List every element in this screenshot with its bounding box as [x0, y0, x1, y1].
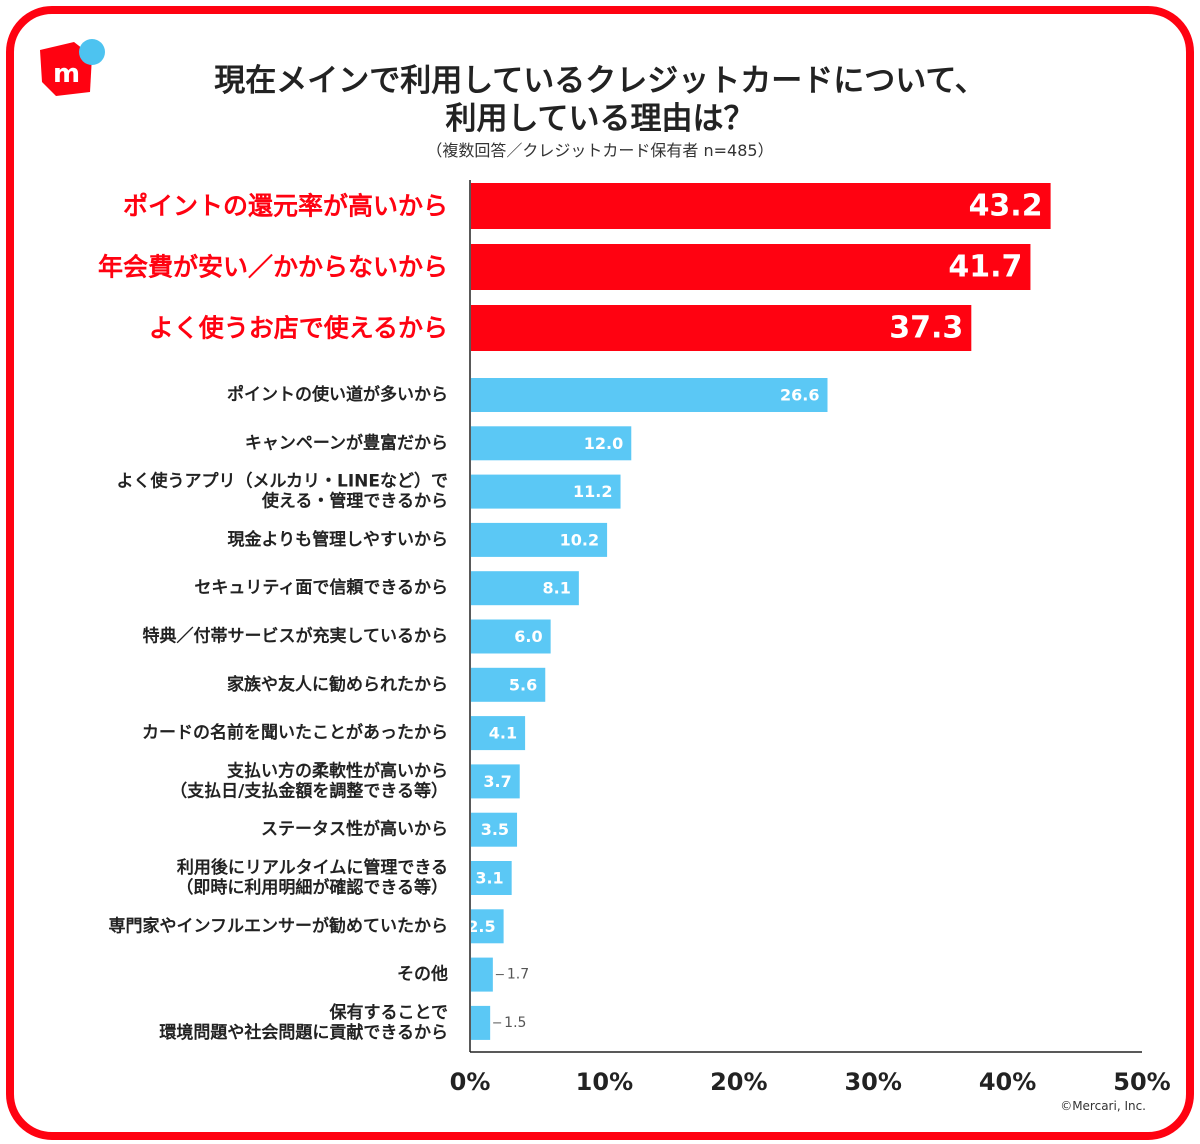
bar-11 [471, 764, 520, 799]
bar-14 [471, 909, 504, 944]
x-tick-label-1: 10% [576, 1068, 633, 1096]
value-label-0: 43.2 [969, 189, 1043, 224]
x-tick-label-3: 30% [844, 1068, 901, 1096]
value-label-2: 37.3 [889, 311, 963, 346]
category-label-3: ポイントの使い道が多いから [227, 384, 448, 405]
bar-1 [471, 244, 1031, 290]
value-label-9: 5.6 [509, 675, 537, 694]
bar-4 [471, 426, 632, 461]
category-label-11-1: （支払日/支払金額を調整できる等） [170, 780, 448, 801]
chart-subtitle: （複数回答／クレジットカード保有者 n=485） [426, 141, 774, 160]
category-label-0: ポイントの還元率が高いから [123, 192, 448, 221]
chart-title-line1: 現在メインで利用しているクレジットカードについて、 [214, 63, 986, 99]
x-tick-label-2: 20% [710, 1068, 767, 1096]
bar-7 [471, 571, 579, 606]
category-label-7: セキュリティ面で信頼できるから [194, 577, 448, 598]
category-label-15: その他 [397, 964, 448, 985]
bar-13 [471, 861, 512, 895]
category-label-13-0: 利用後にリアルタイムに管理できる [177, 857, 448, 878]
bar-5 [471, 474, 621, 509]
x-tick-label-4: 40% [979, 1068, 1036, 1096]
bar-9 [471, 667, 546, 702]
value-label-12: 3.5 [481, 820, 509, 839]
value-label-8: 6.0 [514, 627, 542, 646]
bar-2 [471, 305, 972, 351]
mercari-logo-icon: m [40, 39, 105, 96]
x-tick-label-0: 0% [450, 1068, 491, 1096]
category-label-2: よく使うお店で使えるから [149, 314, 448, 343]
svg-text:m: m [53, 59, 80, 89]
copyright-notice: ©Mercari, Inc. [1060, 1099, 1146, 1113]
bar-3 [471, 378, 828, 412]
bar-15 [471, 957, 493, 992]
value-label-16: 1.5 [504, 1015, 526, 1031]
value-label-14: 2.5 [467, 917, 495, 936]
category-label-14: 専門家やインフルエンサーが勧めていたから [109, 915, 449, 936]
bar-10 [471, 716, 526, 751]
outer-frame [6, 6, 1194, 1140]
category-label-6: 現金よりも管理しやすいから [228, 529, 449, 550]
category-label-13-1: （即時に利用明細が確認できる等） [176, 877, 448, 898]
value-label-10: 4.1 [489, 724, 517, 743]
category-label-10: カードの名前を聞いたことがあったから [142, 722, 448, 743]
category-label-8: 特典／付帯サービスが充実しているから [143, 626, 449, 647]
category-label-5-1: 使える・管理できるから [261, 491, 448, 512]
category-label-9: 家族や友人に勧められたから [227, 674, 448, 695]
value-label-5: 11.2 [573, 482, 612, 501]
value-label-7: 8.1 [543, 579, 571, 598]
bar-16 [471, 1005, 491, 1040]
logo-dot [79, 39, 105, 65]
bar-6 [471, 522, 608, 557]
category-label-16-0: 保有することで [329, 1002, 449, 1023]
bar-12 [471, 812, 518, 847]
x-tick-label-5: 50% [1113, 1068, 1170, 1096]
value-label-1: 41.7 [948, 250, 1022, 285]
category-label-4: キャンペーンが豊富だから [245, 432, 448, 453]
value-label-13: 3.1 [475, 869, 503, 888]
category-label-12: ステータス性が高いから [261, 819, 448, 840]
value-label-6: 10.2 [560, 530, 599, 549]
value-label-3: 26.6 [780, 386, 819, 405]
bar-0 [471, 183, 1051, 229]
category-label-1: 年会費が安い／かからないから [98, 253, 448, 282]
bar-8 [471, 619, 551, 654]
category-label-11-0: 支払い方の柔軟性が高いから [227, 760, 448, 781]
chart-title-line2: 利用している理由は？ [445, 101, 755, 137]
value-label-15: 1.7 [507, 967, 529, 983]
value-label-11: 3.7 [483, 772, 511, 791]
value-label-4: 12.0 [584, 434, 623, 453]
category-label-5-0: よく使うアプリ（メルカリ・LINEなど）で [117, 471, 449, 492]
category-label-16-1: 環境問題や社会問題に貢献できるから [159, 1022, 448, 1043]
